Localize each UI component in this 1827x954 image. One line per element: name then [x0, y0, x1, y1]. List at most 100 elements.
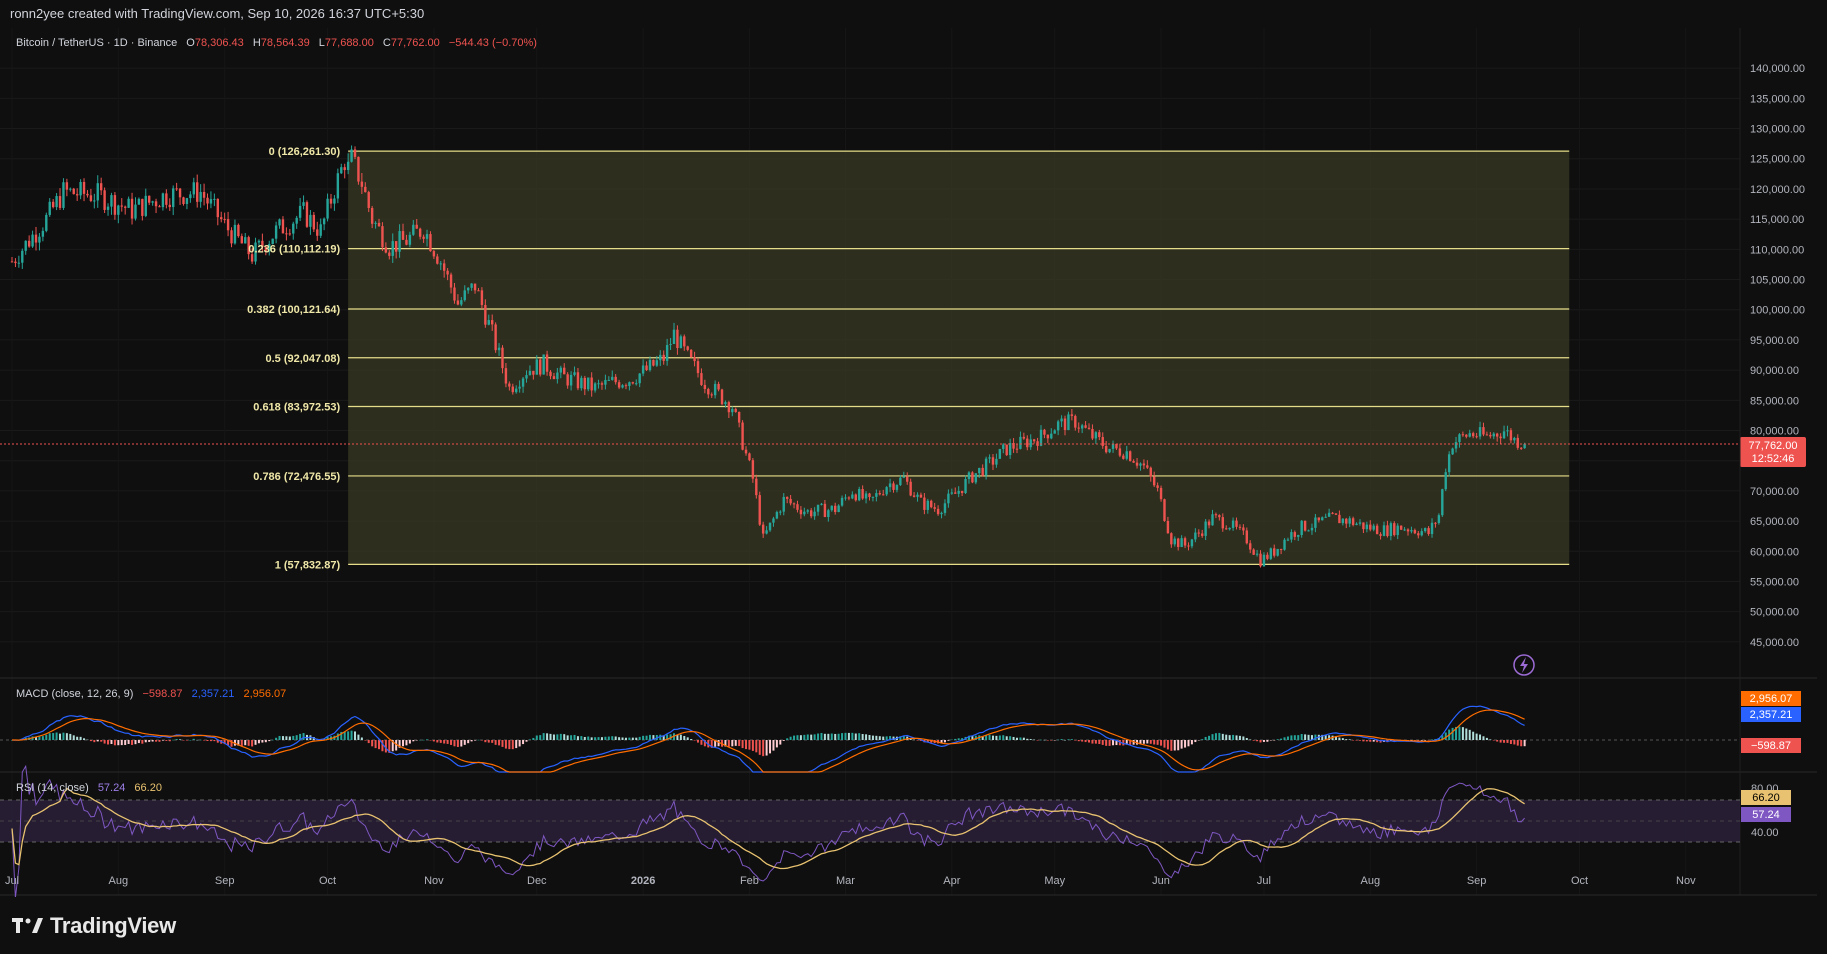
candle-body: [473, 283, 477, 291]
macd-hist-bar: [484, 740, 487, 743]
candle-body: [1091, 428, 1094, 439]
candle-body: [1478, 427, 1482, 437]
macd-hist-bar: [35, 736, 38, 740]
macd-tag-bg: [1741, 707, 1801, 722]
macd-hist-bar: [823, 733, 826, 740]
macd-hist-bar: [666, 734, 669, 740]
candle-body: [940, 512, 943, 515]
candle-body: [1118, 448, 1122, 456]
time-tick-label: 2026: [631, 875, 655, 887]
candle-body: [988, 457, 991, 459]
candle-body: [717, 383, 720, 390]
candle-body: [792, 503, 796, 505]
candle-body: [1300, 520, 1303, 536]
candle-body: [412, 224, 415, 235]
candle-body: [816, 504, 820, 512]
candle-body: [271, 238, 274, 245]
macd-hist-bar: [1098, 740, 1101, 745]
candle-body: [1523, 444, 1526, 449]
macd-hist-bar: [995, 735, 998, 740]
candle-body: [401, 231, 405, 240]
macd-hist-bar: [1472, 731, 1475, 740]
price-tick-label: 140,000.00: [1750, 63, 1805, 75]
macd-hist-bar: [151, 740, 154, 742]
candle-body: [768, 522, 772, 531]
macd-hist-bar: [1012, 736, 1015, 740]
macd-hist-bar: [607, 736, 610, 740]
candle-body: [1012, 443, 1015, 449]
macd-hist-bar: [947, 740, 950, 741]
macd-hist-bar: [460, 740, 463, 747]
macd-hist-bar: [292, 735, 295, 740]
macd-hist-bar: [83, 738, 86, 740]
candle-body: [72, 188, 75, 195]
candle-body: [82, 181, 86, 194]
time-tick-label: Aug: [109, 875, 129, 887]
tradingview-logo[interactable]: TradingView: [12, 913, 176, 939]
macd-hist-bar: [1451, 727, 1454, 740]
time-axis[interactable]: Jul Aug Sep Oct Nov Dec 2026 Feb Mar Apr May Jun Jul…: [5, 875, 1696, 887]
macd-hist-bar: [453, 740, 456, 747]
price-tick-label: 120,000.00: [1750, 184, 1805, 196]
macd-hist-bar: [1242, 736, 1245, 740]
macd-hist-bar: [244, 740, 247, 746]
candle-body: [1430, 522, 1434, 534]
candle-body: [854, 494, 857, 501]
macd-hist-bar: [604, 736, 607, 740]
macd-hist-bar: [1283, 737, 1286, 740]
candle-body: [823, 503, 827, 517]
candle-body: [741, 422, 744, 450]
candle-body: [1177, 538, 1180, 548]
macd-hist-bar: [1060, 739, 1063, 740]
macd-hist-bar: [1064, 739, 1067, 741]
candle-body: [168, 204, 171, 208]
current-price-tag-bg: [1740, 437, 1806, 468]
candle-body: [298, 205, 302, 218]
macd-hist-bar: [515, 740, 518, 749]
macd-hist-bar: [974, 735, 977, 740]
candle-body: [1495, 433, 1499, 437]
price-axis[interactable]: 140,000.00 135,000.00 130,000.00 125,000.00…: [1750, 63, 1805, 649]
candle-body: [1259, 553, 1262, 567]
chart-canvas[interactable]: 0 (126,261.30) 0.236 (110,112.19) 0.382 (1…: [0, 28, 1827, 897]
tradingview-logo-text: TradingView: [50, 912, 176, 938]
macd-hist-bar: [350, 730, 353, 740]
macd-hist-bar: [697, 740, 699, 743]
macd-hist-bar: [679, 734, 682, 740]
candle-body: [1056, 421, 1060, 431]
candle-body: [1166, 520, 1170, 534]
candle-body: [1454, 442, 1458, 449]
candle-body: [247, 237, 250, 255]
candle-body: [374, 222, 377, 224]
macd-hist-bar: [1002, 735, 1005, 740]
candle-body: [75, 194, 79, 196]
macd-hist-bar: [693, 740, 696, 741]
fibonacci-retracement[interactable]: [348, 150, 1570, 565]
macd-hist-bar: [257, 740, 260, 744]
macd-hist-bar: [1067, 739, 1070, 740]
macd-hist-bar: [1105, 740, 1108, 746]
macd-hist-bar: [762, 740, 765, 757]
candle-body: [202, 191, 206, 198]
lightning-icon[interactable]: [1513, 654, 1535, 676]
candle-body: [425, 234, 429, 239]
macd-hist-bar: [902, 736, 905, 740]
macd-hist-bar: [477, 739, 480, 741]
time-tick-label: Aug: [1360, 875, 1380, 887]
macd-hist-bar: [1293, 735, 1296, 740]
candle-body: [1060, 418, 1063, 422]
macd-hist-bar: [79, 736, 82, 740]
price-tick-label: 100,000.00: [1750, 305, 1805, 317]
candle-body: [1128, 451, 1132, 461]
macd-hist-bar: [865, 734, 868, 740]
candle-body: [542, 354, 545, 375]
candle-body: [86, 193, 89, 196]
candle-body: [813, 511, 816, 517]
time-tick-label: Nov: [1676, 875, 1696, 887]
candle-body: [1410, 530, 1413, 532]
candle-body: [878, 493, 881, 495]
candle-body: [1074, 415, 1077, 428]
macd-hist-bar: [1334, 736, 1337, 740]
macd-hist-bar: [1444, 732, 1447, 740]
macd-hist-bar: [511, 740, 514, 750]
